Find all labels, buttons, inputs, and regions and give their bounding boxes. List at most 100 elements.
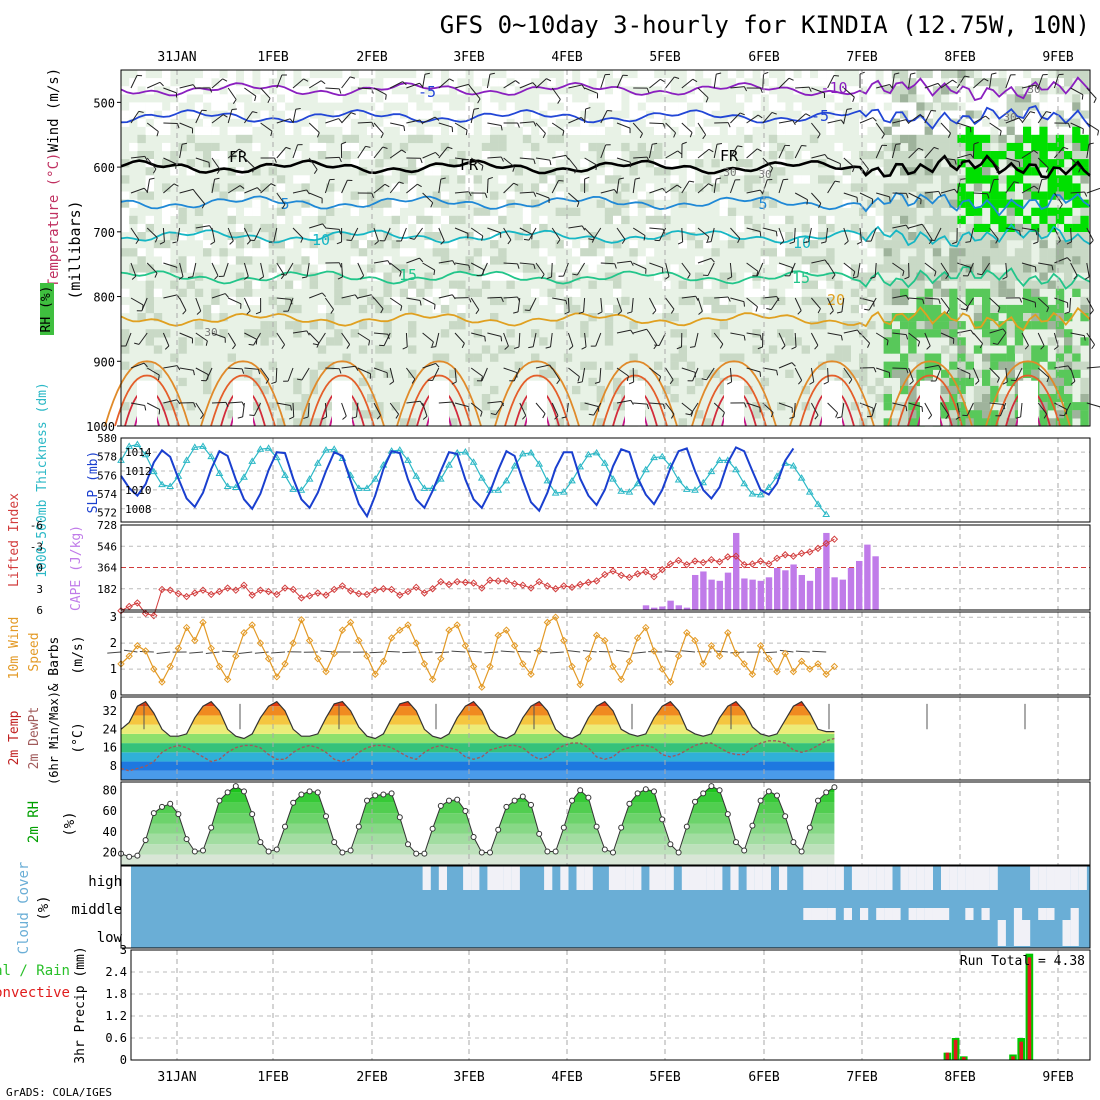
rh-cell — [424, 272, 433, 281]
rh-cell — [301, 70, 310, 79]
wind-speed-marker — [264, 654, 273, 663]
isotherm-10 — [120, 223, 1091, 248]
rh-cell — [875, 232, 884, 241]
rh-cell — [785, 126, 794, 135]
wind-barb — [373, 402, 381, 416]
rh-cell — [908, 337, 917, 346]
wind-barb — [1037, 332, 1045, 346]
rh-cell — [416, 78, 425, 87]
rh-cell — [1006, 110, 1015, 119]
rh-cell — [793, 248, 802, 257]
rh-cell — [678, 110, 687, 119]
wind-barb-flag — [346, 344, 351, 349]
rh-cell — [473, 191, 482, 200]
rh-cell — [1014, 321, 1024, 330]
rh-cell — [654, 110, 663, 119]
rh-cell — [162, 183, 171, 192]
rh-cell — [604, 102, 614, 111]
rh-cell — [506, 191, 515, 200]
rh-cell — [490, 102, 499, 111]
rh-cell — [514, 183, 523, 192]
contour-label: 30 — [204, 326, 217, 339]
rh-cell — [711, 369, 720, 378]
thickness-marker — [445, 461, 453, 468]
rh-cell — [736, 353, 745, 362]
wind-barb-flag — [1089, 240, 1094, 245]
rh-cell — [891, 256, 901, 265]
thickness-marker — [182, 456, 191, 463]
rh-cell — [465, 183, 474, 192]
rh-cell — [342, 134, 351, 144]
wind-speed-marker — [560, 636, 568, 645]
rh-cell — [481, 280, 491, 289]
rh-cell — [916, 288, 925, 297]
temperature-units: (°C) — [71, 722, 86, 753]
wind-barb-flag — [306, 330, 310, 336]
rh-cell — [662, 191, 671, 200]
temperature-contour — [104, 360, 190, 427]
rh-cell — [309, 126, 318, 135]
wind-barb — [746, 227, 761, 232]
rh-cell — [227, 207, 236, 216]
wind-barb — [309, 292, 323, 299]
rh-cell — [203, 70, 212, 79]
rh-cell — [941, 118, 950, 127]
wind-barb-flag — [705, 97, 709, 103]
wind-barb-flag — [500, 125, 503, 131]
rh-cell — [850, 264, 860, 273]
rh-cell — [818, 321, 827, 330]
wind-barb — [454, 191, 469, 194]
rh-cell — [949, 402, 958, 411]
rh-cell — [572, 110, 581, 119]
rh-cell — [203, 118, 212, 127]
wind-barb — [454, 157, 469, 161]
rh-cell — [350, 329, 359, 338]
cloud-clear-high — [803, 866, 812, 890]
thickness-marker — [354, 484, 363, 491]
wind-barb — [870, 227, 877, 242]
rh-cell — [1039, 280, 1048, 289]
rh-cell — [121, 402, 130, 411]
cape-bar — [831, 577, 838, 610]
wind-barb — [649, 187, 663, 194]
rh-cell — [973, 248, 983, 257]
cloud-clear-high — [1062, 866, 1071, 890]
thickness-marker — [477, 474, 486, 481]
rh-cell — [908, 394, 917, 403]
rh-cell — [211, 142, 220, 152]
rh-cell — [1006, 304, 1015, 314]
date-tick-label: 4FEB — [551, 1070, 582, 1085]
cloud-clear-high — [633, 866, 642, 890]
rh-cell — [900, 264, 909, 273]
rh-cell — [1064, 345, 1073, 354]
wind-barb — [454, 402, 469, 408]
rh-cell — [949, 240, 958, 249]
rh-cell — [973, 86, 983, 95]
rh-cell — [686, 151, 696, 160]
slp-tick-label: 1010 — [125, 484, 152, 497]
rh-cell — [227, 86, 236, 95]
date-tick-label: 31JAN — [157, 1070, 196, 1085]
rh-cell — [744, 134, 753, 144]
wind-barb-flag — [154, 237, 158, 243]
rh-cell — [973, 345, 983, 354]
rh-cell — [629, 78, 638, 87]
wind-barb-flag — [542, 413, 546, 419]
wind-barb — [1015, 367, 1023, 381]
rh-cell — [736, 167, 745, 176]
rh-cell — [293, 175, 302, 184]
rh-cell — [244, 134, 253, 144]
rh-cell — [293, 86, 302, 95]
rh-cell — [1014, 313, 1024, 322]
wind-barb-flag — [856, 241, 862, 245]
wind-speed-marker — [617, 675, 625, 684]
rh-cell — [440, 102, 450, 111]
rh-cell — [908, 232, 917, 241]
wind-barb-flag — [809, 381, 815, 385]
wind-barb-flag — [296, 378, 302, 381]
rh-cell — [367, 223, 376, 233]
wind-barb — [681, 180, 690, 194]
lifted-index-marker — [740, 560, 748, 569]
rh-cell — [1014, 94, 1024, 103]
rh-cell — [457, 321, 466, 330]
